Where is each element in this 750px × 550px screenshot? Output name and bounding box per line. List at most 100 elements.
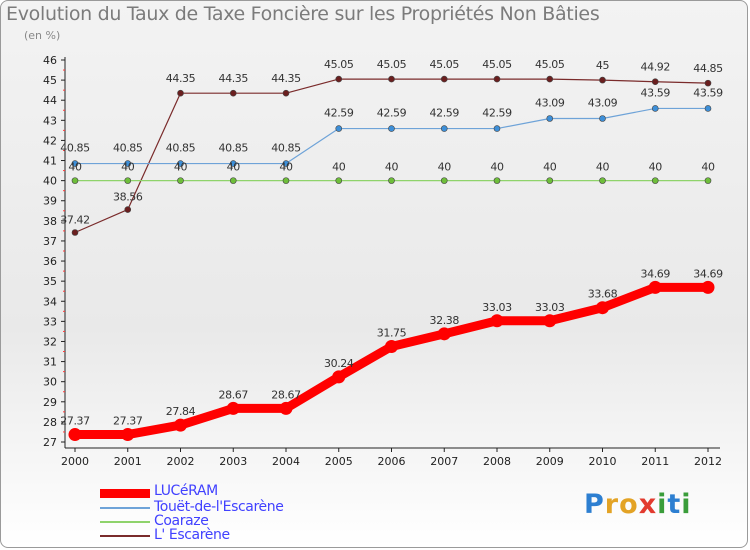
legend-label-coaraze: Coaraze [154,513,209,529]
chart-title: Evolution du Taux de Taxe Foncière sur l… [6,3,600,25]
y-tick-label: 33 [43,315,57,328]
data-label: 30.24 [324,357,354,370]
data-point [177,177,184,184]
x-tick-label: 2010 [589,455,617,468]
data-point [124,206,132,213]
data-point [71,229,79,236]
data-point [335,125,343,132]
y-tick-label: 27 [43,436,57,449]
brand-letter: P [584,489,605,520]
data-label: 43.09 [588,97,618,110]
data-label: 40 [543,161,557,174]
y-tick-label: 38 [43,215,57,228]
brand-letter: x [638,489,658,520]
data-point [279,401,293,415]
data-point [490,314,504,328]
data-label: 40.85 [60,142,90,155]
data-point [599,115,606,122]
data-label: 45.05 [430,58,460,71]
data-label: 34.69 [693,267,723,280]
legend-label-luceram: LUCéRAM [154,483,218,499]
data-point [493,75,501,83]
y-tick-label: 28 [43,416,57,429]
data-label: 40.85 [166,142,196,155]
data-point [704,105,712,112]
y-tick-label: 46 [43,54,57,67]
data-point [335,177,343,184]
data-point [648,280,662,294]
brand-logo: Proxiti [584,489,692,520]
data-point [282,160,290,167]
data-point [388,177,395,184]
data-point [440,75,448,83]
data-label: 40 [121,161,135,174]
data-label: 40 [332,161,346,174]
x-tick-label: 2008 [483,455,511,468]
data-point [124,177,132,184]
legend-swatch-coaraze [100,521,150,523]
x-tick-label: 2000 [61,455,89,468]
data-label: 37.42 [60,214,90,227]
y-tick-label: 32 [43,335,57,348]
data-label: 40 [68,161,82,174]
data-label: 45.05 [377,58,407,71]
x-tick-label: 2006 [378,455,406,468]
data-label: 40 [649,161,663,174]
data-point [229,177,237,184]
data-label: 27.84 [166,405,196,418]
x-tick-label: 2002 [167,455,195,468]
x-tick-label: 2003 [219,455,247,468]
data-point [701,280,715,294]
y-tick-label: 40 [43,175,57,188]
data-label: 42.59 [377,107,407,120]
data-label: 31.75 [377,327,407,340]
brand-letter: o [619,489,639,520]
data-point [546,115,554,122]
data-label: 44.85 [693,62,723,75]
data-label: 40 [385,161,399,174]
legend-swatch-escarene [100,535,150,537]
y-unit-label: (en %) [24,29,61,42]
data-label: 43.09 [535,97,565,110]
data-label: 40 [490,161,504,174]
data-point [651,177,659,184]
data-label: 40 [438,161,452,174]
data-label: 40 [596,161,610,174]
data-point [121,428,135,442]
data-point [599,177,606,184]
y-tick-label: 30 [43,376,57,389]
data-label: 40 [701,161,715,174]
data-point [704,177,712,184]
data-label: 44.35 [271,72,301,85]
data-label: 42.59 [482,107,512,120]
data-point [68,428,82,442]
data-label: 45.05 [482,58,512,71]
data-label: 40 [279,161,293,174]
data-point [440,177,448,184]
data-point [651,78,659,86]
data-point [543,314,557,328]
data-label: 42.59 [324,107,354,120]
data-point [226,401,240,415]
y-tick-label: 39 [43,195,57,208]
y-tick-label: 34 [43,295,57,308]
data-point [651,105,659,112]
data-label: 44.92 [641,61,671,74]
data-point [437,327,451,341]
data-point [174,418,187,432]
x-tick-label: 2005 [325,455,353,468]
x-tick-label: 2007 [430,455,458,468]
data-label: 45.05 [535,58,565,71]
data-point [596,301,609,315]
data-point [71,160,79,167]
x-tick-label: 2004 [272,455,300,468]
legend-label-touet: Touët-de-l'Escarène [154,499,284,515]
data-point [177,89,184,97]
data-label: 43.59 [641,86,671,99]
data-label: 40.85 [113,142,143,155]
data-point [546,177,554,184]
data-point [493,125,501,132]
data-label: 38.56 [113,191,143,204]
